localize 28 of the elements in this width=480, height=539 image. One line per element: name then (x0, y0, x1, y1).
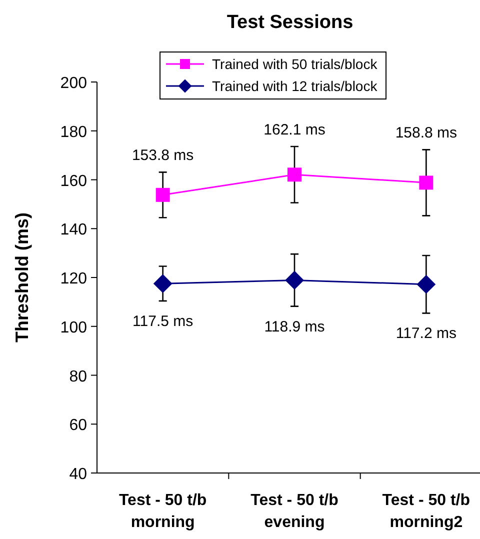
y-tick-label: 140 (60, 222, 88, 239)
y-tick-label: 200 (60, 75, 88, 92)
point (419, 176, 434, 190)
y-axis-title: Threshold (ms) (12, 212, 32, 343)
x-tick-label: Test - 50 t/b morning2 (382, 492, 470, 531)
legend-label: Trained with 50 trials/block (212, 56, 378, 72)
x-tick-label: Test - 50 t/b morning (118, 492, 207, 531)
data-label: 117.2 ms (396, 325, 456, 342)
x-tick-label: Test - 50 t/b evening (250, 492, 339, 531)
point (156, 188, 170, 202)
data-label: 117.5 ms (132, 312, 194, 330)
chart-title: Test Sessions (226, 12, 354, 33)
point (288, 168, 302, 182)
y-tick-label: 120 (60, 270, 88, 288)
data-label: 118.9 ms (264, 318, 325, 336)
data-label: 158.8 ms (395, 124, 458, 142)
y-tick-label: 100 (60, 319, 88, 336)
point (416, 274, 436, 294)
y-tick-label: 60 (69, 417, 88, 434)
data-label: 153.8 ms (132, 147, 194, 164)
y-tick-label: 160 (60, 172, 88, 190)
y-tick-label: 40 (69, 466, 88, 483)
y-tick-label: 180 (60, 124, 88, 141)
point (153, 274, 172, 294)
data-label: 162.1 ms (264, 122, 326, 139)
y-tick-label: 80 (69, 368, 88, 386)
legend-label: Trained with 12 trials/block (212, 78, 378, 94)
point (285, 270, 304, 290)
